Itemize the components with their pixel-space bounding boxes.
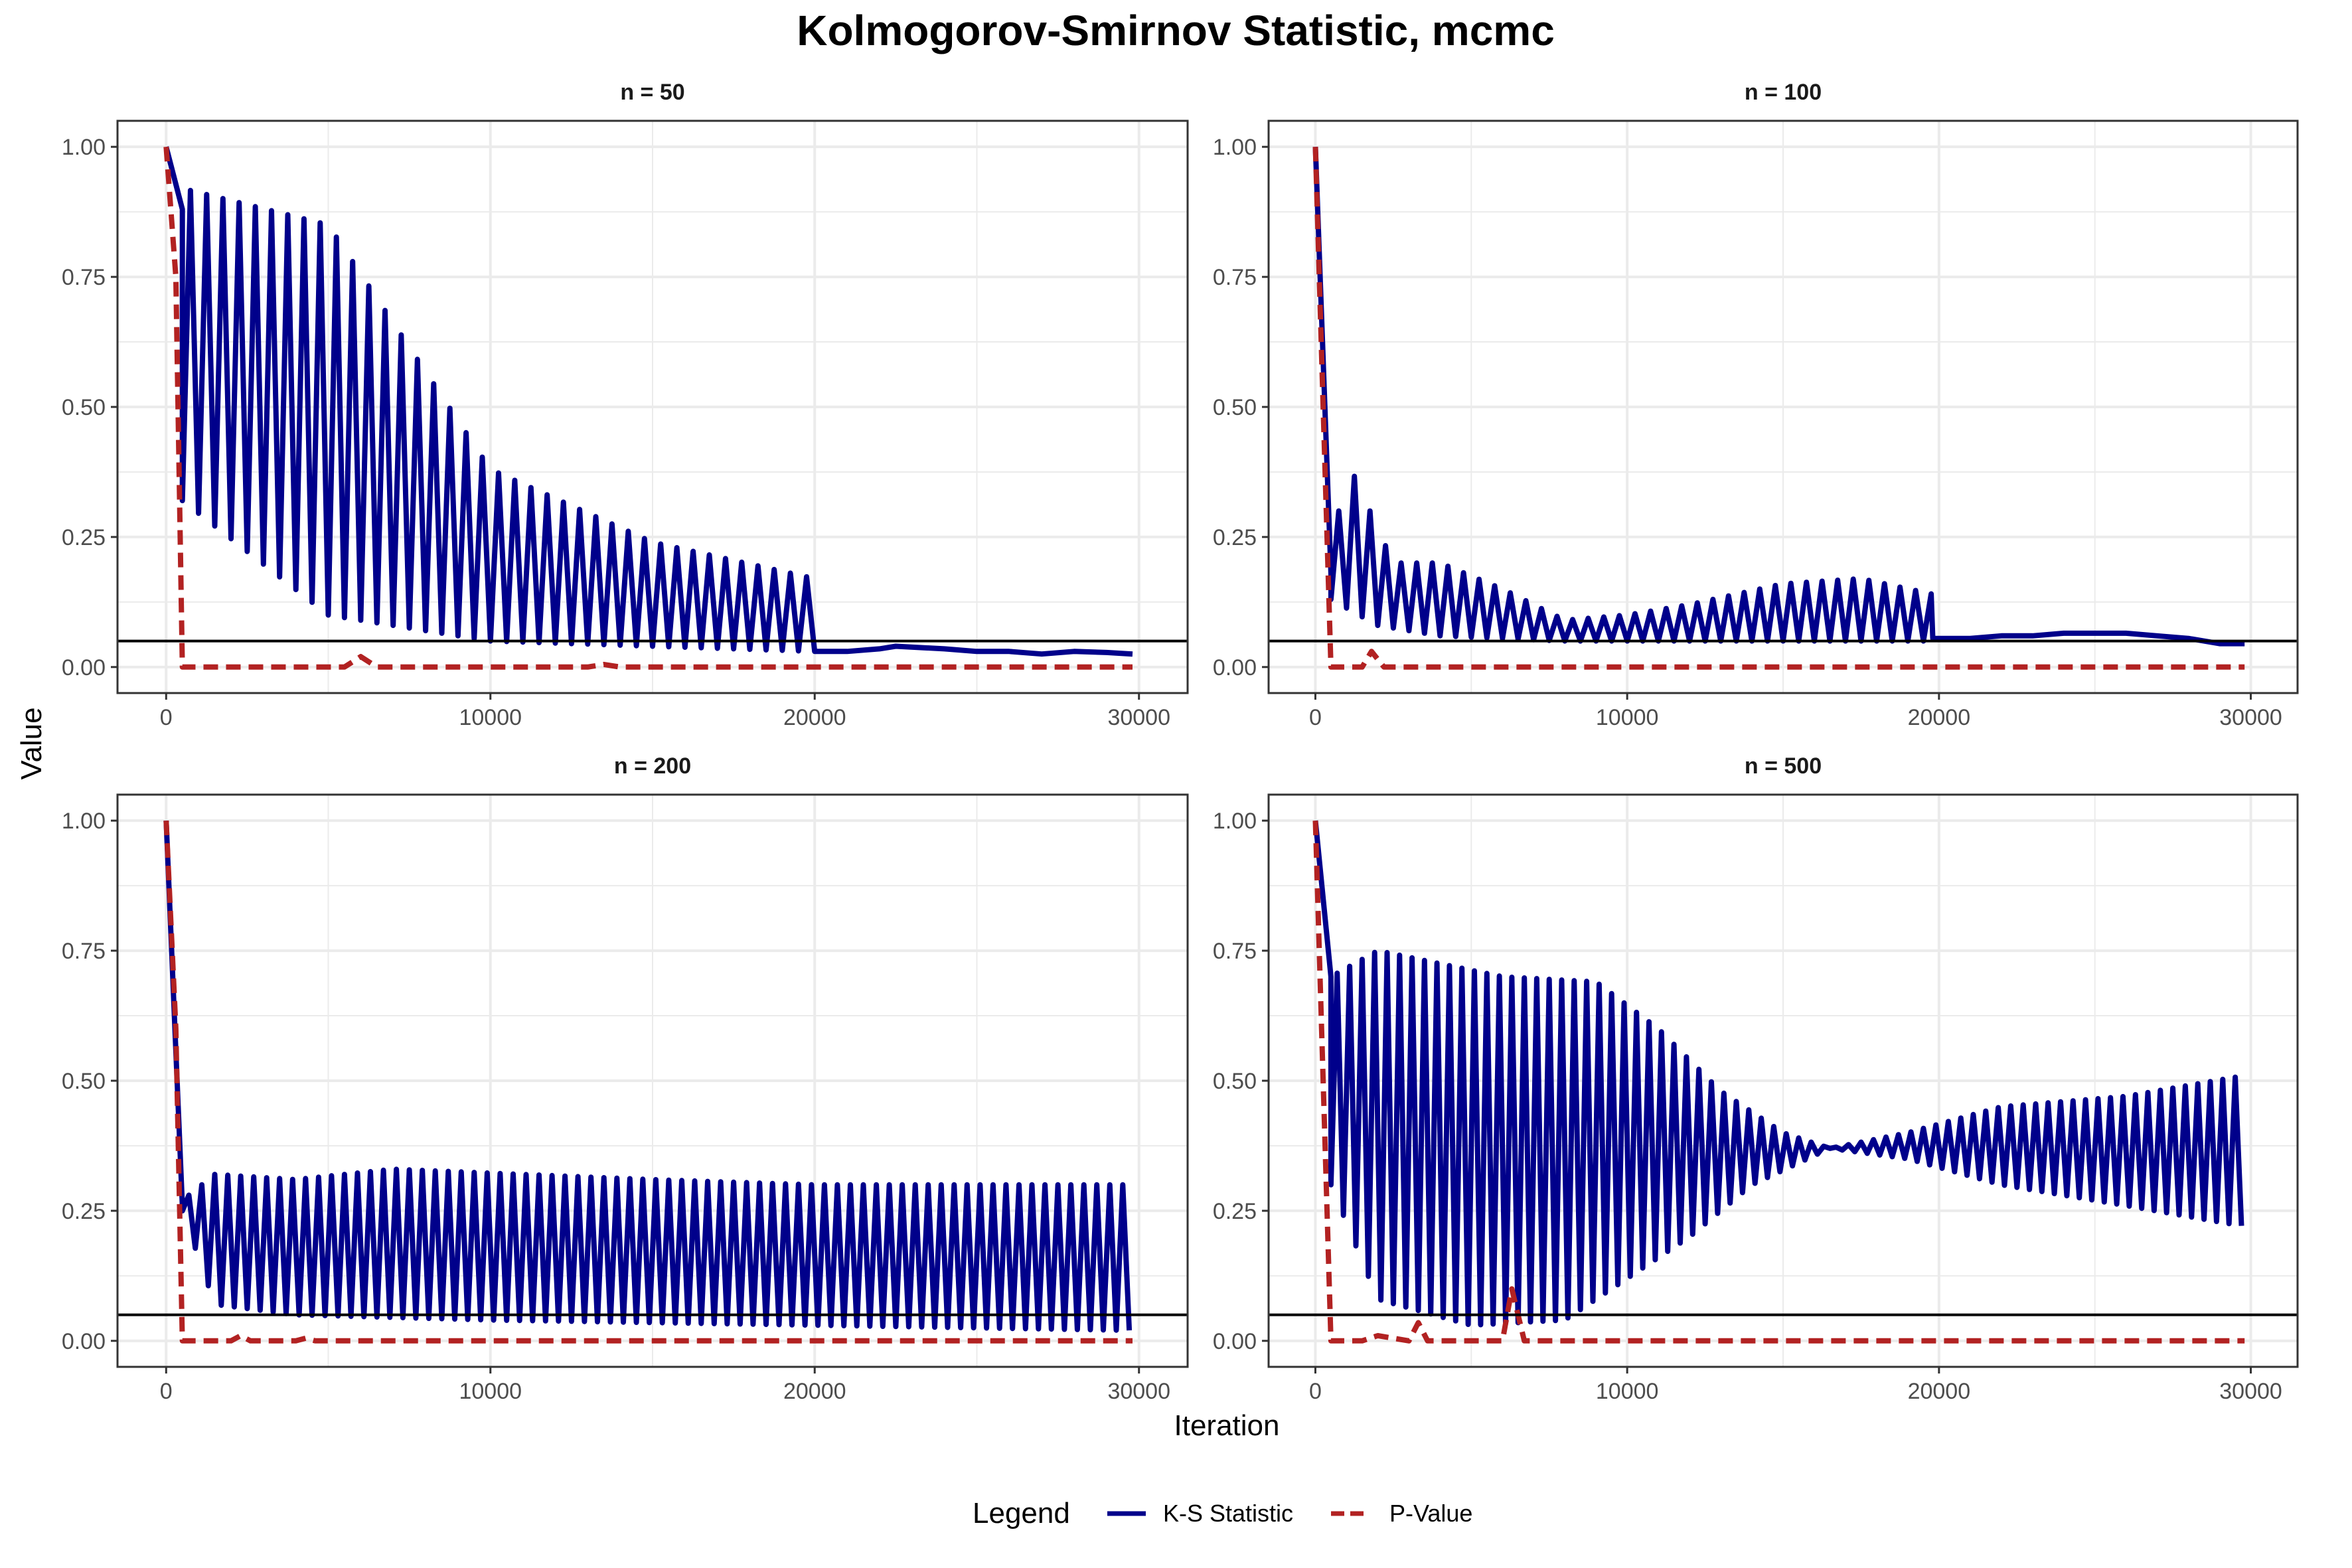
panel-border <box>116 119 1189 694</box>
y-tick-label: 0.00 <box>62 1329 106 1354</box>
x-tick-label: 10000 <box>1596 705 1659 730</box>
y-axis-title: Value <box>15 707 48 779</box>
y-tick-label: 0.00 <box>1213 1329 1257 1354</box>
x-tick-label: 30000 <box>1107 705 1170 730</box>
legend: Legend K-S Statistic P-Value <box>973 1497 1472 1529</box>
y-tick-label: 0.25 <box>62 525 106 550</box>
legend-title: Legend <box>973 1497 1070 1529</box>
y-tick-label: 0.00 <box>62 655 106 680</box>
ks-statistic-line <box>163 821 1133 1333</box>
p-value-line <box>1312 821 2245 1344</box>
y-tick-label: 0.50 <box>1213 1069 1257 1094</box>
y-tick-label: 1.00 <box>62 809 106 834</box>
x-tick-label: 0 <box>160 705 173 730</box>
x-tick-label: 0 <box>1309 705 1322 730</box>
legend-ks-label: K-S Statistic <box>1163 1500 1293 1527</box>
legend-pvalue-label: P-Value <box>1389 1500 1472 1527</box>
panel-1: n = 50 0 10000 20000 30000 0.00 0.25 0.50 0.75 1.… <box>62 80 1189 730</box>
y-tick-label: 0.50 <box>62 395 106 420</box>
y-tick-label: 0.75 <box>62 939 106 964</box>
x-tick-label: 30000 <box>2219 705 2282 730</box>
x-tick-label: 0 <box>160 1379 173 1404</box>
x-tick-label: 20000 <box>783 705 846 730</box>
x-tick-label: 10000 <box>459 705 522 730</box>
y-tick-label: 0.25 <box>1213 525 1257 550</box>
x-tick-label: 10000 <box>1596 1379 1659 1404</box>
panel-3: n = 200 0 10000 20000 30000 0.00 0.25 0.50 0.75 1… <box>62 753 1189 1404</box>
y-tick-label: 0.25 <box>1213 1199 1257 1224</box>
panels: n = 500 10000 20000 300000.000.250.500.751.… <box>62 80 2299 1404</box>
panel-2: n = 100 0 10000 20000 30000 0.00 0.25 0.50 0.75 1… <box>1213 80 2299 730</box>
chart-title: Kolmogorov-Smirnov Statistic, mcmc <box>797 7 1555 54</box>
panel-4: n = 500 0 10000 20000 30000 0.00 0.25 0.50 0.75 1… <box>1213 753 2299 1404</box>
x-tick-label: 30000 <box>1107 1379 1170 1404</box>
panel-border <box>1267 119 2299 694</box>
panel-strip-label: n = 500 <box>1745 753 1822 779</box>
x-tick-label: 20000 <box>783 1379 846 1404</box>
ks-statistic-line <box>1312 820 2244 1328</box>
ks-statistic-line <box>163 146 1133 657</box>
p-value-line <box>163 146 1133 670</box>
panel-border <box>116 793 1189 1368</box>
panel-strip-label: n = 100 <box>1745 80 1822 105</box>
y-tick-label: 0.50 <box>62 1069 106 1094</box>
panel-border <box>1267 793 2299 1368</box>
y-tick-label: 0.50 <box>1213 395 1257 420</box>
y-tick-label: 0.75 <box>1213 939 1257 964</box>
y-tick-label: 1.00 <box>1213 135 1257 160</box>
x-tick-label: 10000 <box>459 1379 522 1404</box>
ks-statistic-line <box>1312 147 2245 647</box>
x-tick-label: 20000 <box>1908 705 1971 730</box>
y-tick-label: 0.75 <box>1213 265 1257 290</box>
panel-strip-label: n = 200 <box>614 753 691 779</box>
x-tick-label: 0 <box>1309 1379 1322 1404</box>
x-tick-label: 30000 <box>2219 1379 2282 1404</box>
p-value-line <box>1312 147 2245 670</box>
y-tick-label: 0.00 <box>1213 655 1257 680</box>
y-tick-label: 1.00 <box>1213 809 1257 834</box>
y-tick-label: 0.25 <box>62 1199 106 1224</box>
p-value-line <box>163 821 1133 1344</box>
x-tick-label: 20000 <box>1908 1379 1971 1404</box>
y-tick-label: 1.00 <box>62 135 106 160</box>
panel-strip-label: n = 50 <box>620 80 684 105</box>
y-tick-label: 0.75 <box>62 265 106 290</box>
x-axis-title: Iteration <box>1174 1409 1280 1442</box>
